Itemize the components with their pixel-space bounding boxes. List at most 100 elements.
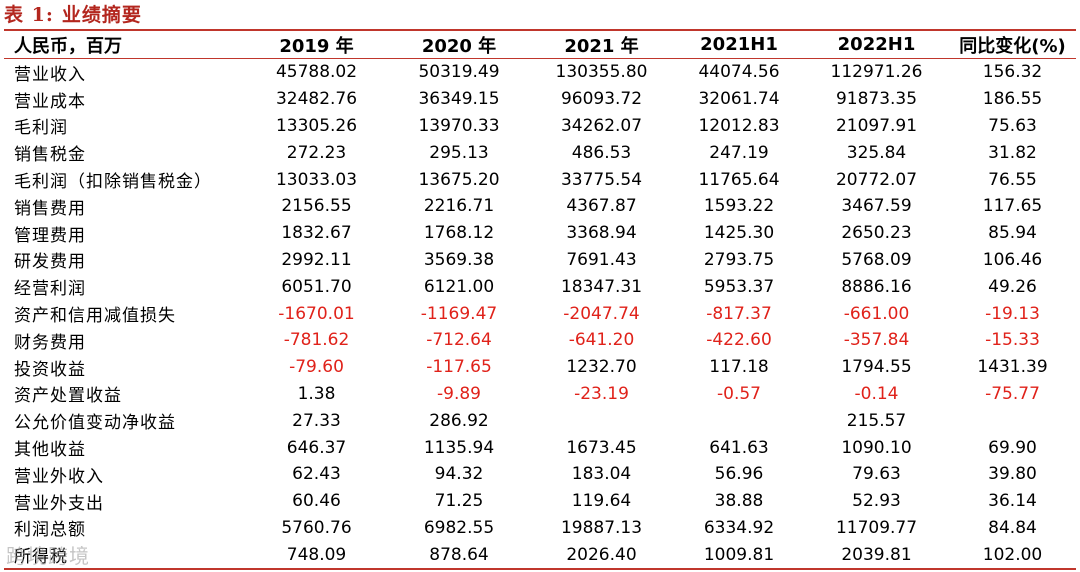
table-cell: 27.33	[292, 410, 341, 431]
table-cell: 85.94	[988, 223, 1037, 244]
row-label: 资产和信用减值损失	[14, 306, 176, 327]
table-cell: 1.38	[297, 383, 336, 404]
table-row: 财务费用 -781.62 -712.64 -641.20 -422.60 -357.84 -…	[4, 327, 1076, 354]
top-rule	[4, 29, 1076, 31]
row-label: 利润总额	[14, 520, 86, 541]
table-cell: 71.25	[434, 491, 484, 512]
table-cell: 13970.33	[418, 115, 500, 136]
table-cell: 5768.09	[841, 249, 912, 270]
row-label: 毛利润（扣除销售税金）	[14, 172, 212, 193]
header-cell: 2019 年	[244, 31, 389, 59]
table-row: 销售税金 272.23 295.13 486.53 247.19 325.84 31.82	[4, 139, 1076, 166]
table-cell: -15.33	[985, 330, 1040, 351]
table-cell: 32482.76	[275, 89, 358, 110]
table-row: 毛利润（扣除销售税金） 13033.03 13675.20 33775.54 11765…	[4, 166, 1076, 193]
table-cell: -19.13	[985, 303, 1040, 324]
row-label: 毛利润	[14, 118, 68, 139]
table-cell: 286.92	[429, 410, 489, 431]
header-cell: 2022H1	[804, 31, 949, 59]
table-cell: 2156.55	[281, 196, 352, 217]
table-row: 研发费用 2992.11 3569.38 7691.43 2793.75 5768.09 1…	[4, 247, 1076, 274]
table-cell: -75.77	[985, 383, 1040, 404]
table-cell: 11709.77	[835, 517, 918, 538]
table-cell: 8886.16	[841, 276, 912, 297]
table-cell: 102.00	[949, 541, 1076, 571]
table-cell: 4367.87	[566, 196, 637, 217]
table-cell: 3467.59	[841, 196, 912, 217]
row-label: 投资收益	[14, 359, 86, 380]
table-cell: 13033.03	[275, 169, 358, 190]
table-cell: -0.57	[717, 383, 761, 404]
table-cell: 119.64	[571, 491, 632, 512]
table-cell: 96093.72	[560, 89, 643, 110]
table-cell: 13675.20	[418, 169, 500, 190]
table-cell: 486.53	[571, 142, 632, 163]
table-cell: 106.46	[982, 249, 1043, 270]
table-cell: -357.84	[843, 330, 910, 351]
table-row: 利润总额 5760.76 6982.55 19887.13 6334.92 11709.7…	[4, 515, 1076, 542]
table-cell: 39.80	[988, 464, 1037, 485]
table-cell: 1431.39	[977, 357, 1048, 378]
table-cell: 2026.40	[529, 541, 674, 571]
table-cell: -2047.74	[563, 303, 640, 324]
table-row: 营业收入 45788.02 50319.49 130355.80 44074.56 112…	[4, 59, 1076, 86]
table-cell: -712.64	[426, 330, 492, 351]
table-cell: 56.96	[714, 464, 764, 485]
table-cell: 215.57	[846, 410, 907, 431]
table-row: 营业成本 32482.76 36349.15 96093.72 32061.74 9187…	[4, 86, 1076, 113]
header-cell: 2020 年	[389, 31, 529, 59]
table-cell: -9.89	[437, 383, 481, 404]
table-cell: 18347.31	[560, 276, 643, 297]
row-label: 其他收益	[14, 440, 86, 461]
table-cell: 1794.55	[841, 357, 912, 378]
table-cell: 646.37	[286, 437, 347, 458]
table-cell: -422.60	[706, 330, 772, 351]
table-cell: 117.65	[982, 196, 1043, 217]
table-cell: 52.93	[852, 491, 901, 512]
table-row: 资产和信用减值损失 -1670.01 -1169.47 -2047.74 -817.37…	[4, 300, 1076, 327]
table-cell: -0.14	[854, 383, 899, 404]
table-cell: 2650.23	[841, 223, 912, 244]
table-cell: 32061.74	[698, 89, 780, 110]
table-cell: -79.60	[289, 357, 344, 378]
table-cell: -817.37	[706, 303, 772, 324]
table-cell: 641.63	[709, 437, 769, 458]
table-cell: 34262.07	[560, 115, 643, 136]
table-cell: 2793.75	[703, 249, 775, 270]
table-cell: 1593.22	[703, 196, 775, 217]
table-cell: 38.88	[714, 491, 764, 512]
row-label: 营业外支出	[14, 493, 104, 514]
table-cell: 19887.13	[560, 517, 643, 538]
table-row: 经营利润 6051.70 6121.00 18347.31 5953.37 8886.16…	[4, 273, 1076, 300]
table-cell: 11765.64	[698, 169, 780, 190]
row-label: 销售税金	[14, 145, 86, 166]
table-cell: 91873.35	[835, 89, 918, 110]
table-row: 营业外支出 60.46 71.25 119.64 38.88 52.93 36.14	[4, 488, 1076, 515]
row-label: 营业收入	[14, 64, 86, 85]
table-cell: 13305.26	[275, 115, 358, 136]
table-cell: 69.90	[988, 437, 1037, 458]
table-cell	[529, 407, 674, 434]
table-row: 其他收益 646.37 1135.94 1673.45 641.63 1090.10 69.…	[4, 434, 1076, 461]
table-cell	[674, 407, 804, 434]
table-cell: 21097.91	[835, 115, 918, 136]
row-label: 营业外收入	[14, 466, 104, 487]
table-cell: 31.82	[988, 142, 1037, 163]
header-cell: 同比变化(%)	[949, 31, 1076, 59]
row-label: 营业成本	[14, 91, 86, 112]
table-cell	[949, 407, 1076, 434]
table-cell: 45788.02	[275, 62, 358, 83]
row-label: 销售费用	[14, 198, 86, 219]
table-cell: 84.84	[988, 517, 1037, 538]
header-cell: 2021 年	[529, 31, 674, 59]
table-cell: 2992.11	[281, 249, 352, 270]
table-cell: 247.19	[709, 142, 769, 163]
table-cell: 36349.15	[418, 89, 500, 110]
row-label: 财务费用	[14, 332, 86, 353]
table-cell: 130355.80	[555, 62, 648, 83]
table-cell: 60.46	[292, 491, 341, 512]
table-cell: 76.55	[988, 169, 1037, 190]
table-cell: 5953.37	[703, 276, 775, 297]
table-cell: 325.84	[846, 142, 907, 163]
table-cell: 183.04	[571, 464, 632, 485]
